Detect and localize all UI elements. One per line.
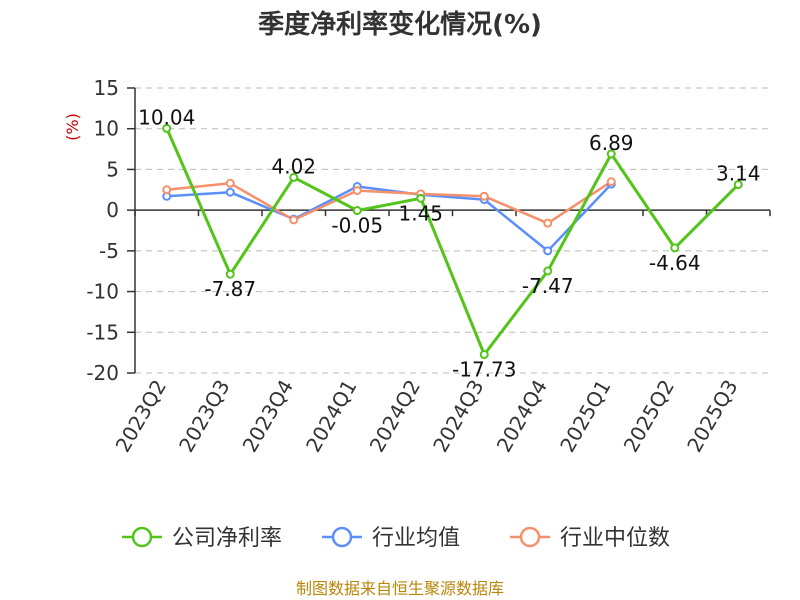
data-point [162, 123, 172, 133]
legend-label: 行业均值 [372, 526, 460, 551]
data-label: -7.87 [204, 277, 256, 301]
x-tick-label: 2024Q2 [365, 376, 425, 457]
data-label: -0.05 [331, 214, 383, 238]
data-label: -17.73 [452, 358, 516, 382]
y-tick-label: 10 [94, 117, 119, 141]
data-label: -7.47 [522, 274, 574, 298]
legend-marker [519, 526, 541, 548]
data-point [352, 186, 362, 196]
data-label: 1.45 [398, 201, 443, 225]
x-tick-label: 2025Q2 [619, 376, 679, 457]
legend: 公司净利率 行业均值 行业中位数 [122, 526, 670, 551]
series-lines [165, 127, 740, 356]
data-point [733, 180, 743, 190]
source-note: 制图数据来自恒生聚源数据库 [296, 579, 504, 598]
y-tick-label: -5 [99, 239, 119, 263]
data-point [543, 218, 553, 228]
data-point [225, 187, 235, 197]
y-tick-label: -10 [86, 280, 119, 304]
y-tick-labels: 15 10 5 0 -5 -10 -15 -20 [86, 76, 135, 385]
x-tick-label: 2023Q3 [174, 376, 234, 457]
data-point [479, 191, 489, 201]
legend-marker [331, 526, 353, 548]
x-tick-label: 2025Q1 [555, 376, 615, 457]
y-axis-unit: (%) [63, 113, 82, 141]
data-label: 10.04 [138, 105, 195, 129]
data-label: 3.14 [716, 162, 761, 186]
data-point [289, 215, 299, 225]
data-label: -4.64 [649, 251, 701, 275]
data-point [479, 350, 489, 360]
data-point [352, 206, 362, 216]
x-tick-label: 2024Q4 [492, 376, 552, 457]
y-tick-label: 5 [106, 157, 119, 181]
data-point [606, 149, 616, 159]
legend-label: 行业中位数 [560, 526, 670, 551]
legend-marker [131, 526, 153, 548]
data-label: 4.02 [271, 154, 316, 178]
x-tick-label: 2024Q1 [301, 376, 361, 457]
data-point [225, 178, 235, 188]
data-point [670, 243, 680, 253]
data-point [289, 172, 299, 182]
x-tick-label: 2024Q3 [428, 376, 488, 457]
y-tick-label: -20 [86, 361, 119, 385]
x-tick-label: 2023Q4 [238, 376, 298, 457]
y-tick-label: -15 [86, 320, 119, 344]
data-label: 6.89 [589, 131, 634, 155]
legend-label: 公司净利率 [172, 526, 282, 551]
series-line [166, 180, 612, 225]
y-tick-label: 0 [106, 198, 119, 222]
series-points [162, 123, 743, 360]
axes [134, 88, 770, 373]
data-point [225, 269, 235, 279]
data-point [606, 177, 616, 187]
data-labels: 10.04 -7.87 4.02 -0.05 1.45 -17.73 -7.47 6.89 -4… [138, 105, 760, 381]
x-tick-label: 2023Q2 [111, 376, 171, 457]
series-line [165, 127, 740, 356]
series-line [166, 183, 613, 253]
grid-lines [135, 87, 770, 374]
data-point [543, 266, 553, 276]
x-tick-label: 2025Q3 [682, 376, 742, 457]
data-point [416, 193, 426, 203]
y-tick-label: 15 [94, 76, 119, 100]
chart-title: 季度净利率变化情况(%) [258, 9, 542, 40]
data-point [543, 246, 553, 256]
data-point [162, 185, 172, 195]
